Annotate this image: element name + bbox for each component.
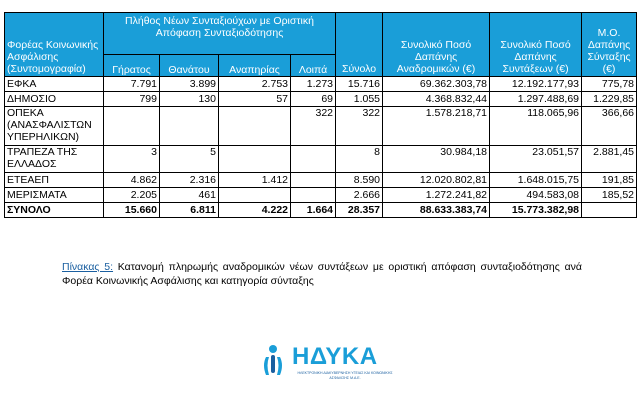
cell-retro: 1.272.241,82 xyxy=(382,187,491,203)
header-old-age: Γήρατος xyxy=(103,54,160,77)
caption-text: Κατανομή πληρωμής αναδρομικών νέων συντά… xyxy=(62,261,582,287)
cell-total: 2.666 xyxy=(335,187,384,203)
cell-death: 6.811 xyxy=(159,202,219,218)
cell-avg: 775,78 xyxy=(581,76,638,92)
cell-other: 1.664 xyxy=(289,202,337,218)
cell-old-age: 4.862 xyxy=(103,172,160,188)
cell-agency: ΣΥΝΟΛΟ xyxy=(4,202,104,218)
cell-other: 69 xyxy=(289,91,337,107)
cell-agency: ΔΗΜΟΣΙΟ xyxy=(4,91,104,107)
cell-death: 2.316 xyxy=(159,172,219,188)
cell-disability: 2.753 xyxy=(218,76,291,92)
header-agency: Φορέας Κοινωνικής Ασφάλισης (Συντομογραφ… xyxy=(4,12,104,77)
cell-disability: 1.412 xyxy=(218,172,291,188)
cell-avg: 185,52 xyxy=(581,187,638,203)
cell-disability xyxy=(218,106,291,146)
cell-avg: 191,85 xyxy=(581,172,638,188)
cell-pension: 494.583,08 xyxy=(489,187,583,203)
cell-agency: ΕΦΚΑ xyxy=(4,76,104,92)
logo-name: ΗΔΥΚΑ xyxy=(292,343,378,370)
caption-label: Πίνακας 5: xyxy=(62,261,114,273)
table-row: ΟΠΕΚΑ (ΑΝΑΣΦΑΛΙΣΤΩΝ ΥΠΕΡΗΛΙΚΩΝ) 322 322 … xyxy=(4,106,638,146)
cell-agency: ΜΕΡΙΣΜΑΤΑ xyxy=(4,187,104,203)
header-avg: Μ.Ο. Δαπάνης Σύνταξης (€) xyxy=(581,12,638,77)
cell-disability: 57 xyxy=(218,91,291,107)
cell-pension: 15.773.382,98 xyxy=(489,202,583,218)
cell-death: 3.899 xyxy=(159,76,219,92)
table-header: Φορέας Κοινωνικής Ασφάλισης (Συντομογραφ… xyxy=(4,11,638,77)
cell-total: 8 xyxy=(335,145,384,173)
header-group-title: Πλήθος Νέων Συνταξιούχων με Οριστική Από… xyxy=(102,11,337,56)
header-disability: Αναπηρίας xyxy=(218,54,291,77)
cell-death: 5 xyxy=(159,145,219,173)
cell-pension: 23.051,57 xyxy=(489,145,583,173)
cell-death: 130 xyxy=(159,91,219,107)
cell-other xyxy=(289,172,337,188)
cell-avg: 366,66 xyxy=(581,106,638,146)
cell-total: 322 xyxy=(335,106,384,146)
table-row: ΕΤΕΑΕΠ 4.862 2.316 1.412 8.590 12.020.80… xyxy=(4,172,638,188)
cell-retro: 12.020.802,81 xyxy=(382,172,491,188)
cell-pension: 1.297.488,69 xyxy=(489,91,583,107)
cell-old-age: 2.205 xyxy=(103,187,160,203)
cell-retro: 1.578.218,71 xyxy=(382,106,491,146)
cell-other xyxy=(289,145,337,173)
cell-old-age xyxy=(103,106,160,146)
pension-table-container: Φορέας Κοινωνικής Ασφάλισης (Συντομογραφ… xyxy=(4,11,638,218)
cell-total: 8.590 xyxy=(335,172,384,188)
cell-pension: 12.192.177,93 xyxy=(489,76,583,92)
cell-other xyxy=(289,187,337,203)
cell-retro: 88.633.383,74 xyxy=(382,202,491,218)
cell-old-age: 3 xyxy=(103,145,160,173)
cell-pension: 118.065,96 xyxy=(489,106,583,146)
cell-retro: 69.362.303,78 xyxy=(382,76,491,92)
table-body: ΕΦΚΑ 7.791 3.899 2.753 1.273 15.716 69.3… xyxy=(4,76,638,218)
header-total: Σύνολο xyxy=(335,12,384,77)
cell-death: 461 xyxy=(159,187,219,203)
table-row: ΕΦΚΑ 7.791 3.899 2.753 1.273 15.716 69.3… xyxy=(4,76,638,92)
table-total-row: ΣΥΝΟΛΟ 15.660 6.811 4.222 1.664 28.357 8… xyxy=(4,202,638,218)
cell-disability xyxy=(218,145,291,173)
header-death: Θανάτου xyxy=(159,54,219,77)
cell-agency: ΟΠΕΚΑ (ΑΝΑΣΦΑΛΙΣΤΩΝ ΥΠΕΡΗΛΙΚΩΝ) xyxy=(4,106,104,146)
table-row: ΔΗΜΟΣΙΟ 799 130 57 69 1.055 4.368.832,44… xyxy=(4,91,638,107)
person-circle-logo-icon xyxy=(264,345,282,375)
cell-total: 28.357 xyxy=(335,202,384,218)
hdika-logo: ΗΔΥΚΑ ΗΛΕΚΤΡΟΝΙΚΗ ΔΙΑΚΥΒΕΡΝΗΣΗ ΥΓΕΙΑΣ ΚΑ… xyxy=(258,343,398,393)
pension-table: Φορέας Κοινωνικής Ασφάλισης (Συντομογραφ… xyxy=(4,11,638,218)
cell-other: 1.273 xyxy=(289,76,337,92)
cell-agency: ΤΡΑΠΕΖΑ ΤΗΣ ΕΛΛΑΔΟΣ xyxy=(4,145,104,173)
cell-old-age: 7.791 xyxy=(103,76,160,92)
table-caption: Πίνακας 5: Κατανομή πληρωμής αναδρομικών… xyxy=(62,260,582,288)
cell-other: 322 xyxy=(289,106,337,146)
cell-avg xyxy=(581,202,638,218)
cell-avg: 1.229,85 xyxy=(581,91,638,107)
logo-subtitle: ΗΛΕΚΤΡΟΝΙΚΗ ΔΙΑΚΥΒΕΡΝΗΣΗ ΥΓΕΙΑΣ ΚΑΙ ΚΟΙΝ… xyxy=(297,371,393,380)
cell-pension: 1.648.015,75 xyxy=(489,172,583,188)
cell-disability: 4.222 xyxy=(218,202,291,218)
header-other: Λοιπά xyxy=(289,54,337,77)
cell-death xyxy=(159,106,219,146)
cell-total: 15.716 xyxy=(335,76,384,92)
table-row: ΤΡΑΠΕΖΑ ΤΗΣ ΕΛΛΑΔΟΣ 3 5 8 30.984,18 23.0… xyxy=(4,145,638,173)
cell-total: 1.055 xyxy=(335,91,384,107)
cell-retro: 30.984,18 xyxy=(382,145,491,173)
cell-old-age: 799 xyxy=(103,91,160,107)
header-retro: Συνολικό Ποσό Δαπάνης Αναδρομικών (€) xyxy=(382,12,491,77)
table-row: ΜΕΡΙΣΜΑΤΑ 2.205 461 2.666 1.272.241,82 4… xyxy=(4,187,638,203)
cell-agency: ΕΤΕΑΕΠ xyxy=(4,172,104,188)
cell-avg: 2.881,45 xyxy=(581,145,638,173)
cell-disability xyxy=(218,187,291,203)
cell-old-age: 15.660 xyxy=(103,202,160,218)
cell-retro: 4.368.832,44 xyxy=(382,91,491,107)
header-pension: Συνολικό Ποσό Δαπάνης Συντάξεων (€) xyxy=(489,12,583,77)
